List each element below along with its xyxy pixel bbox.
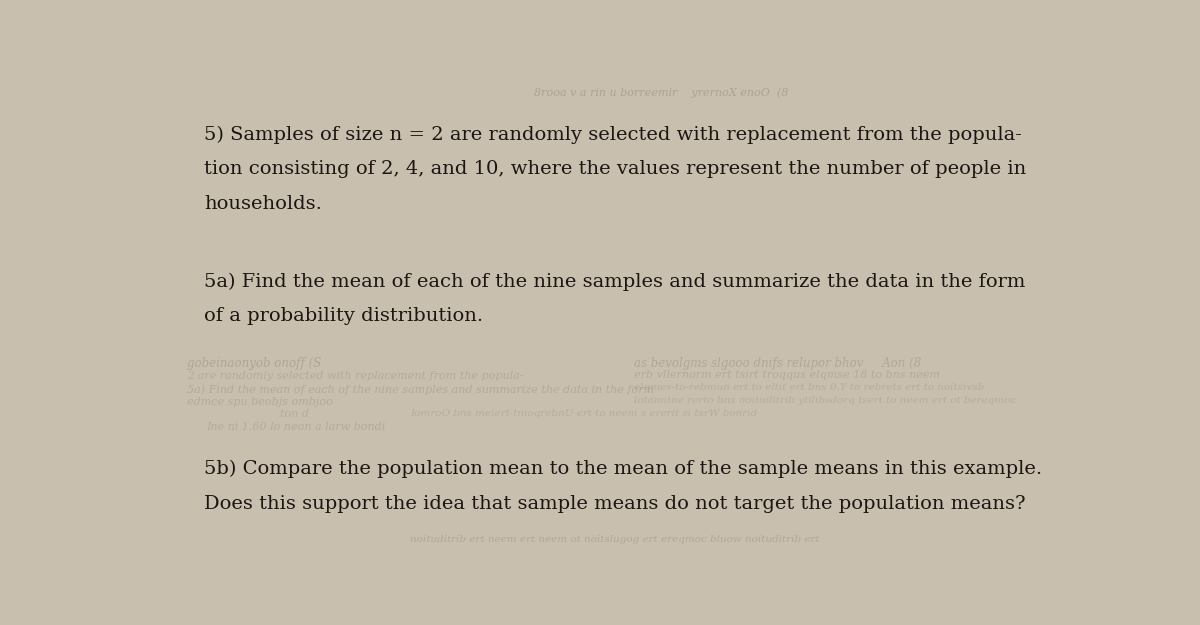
Text: Ine ni 1.60 lo neon a larw bondi: Ine ni 1.60 lo neon a larw bondi: [206, 421, 385, 431]
Text: edmce spu beobjs ombjoo: edmce spu beobjs ombjoo: [187, 398, 334, 408]
Text: noituditrib ert neem ert neem ot noitslugog ert ereqmoc bluow noituditrib ert: noituditrib ert neem ert neem ot noitslu…: [410, 534, 820, 544]
Text: elqmes-to-rebmun ert to eltit ert bns 0.Y to rebrets ert to noitsivsb: elqmes-to-rebmun ert to eltit ert bns 0.…: [634, 383, 984, 392]
Text: 5a) Find the mean of each of the nine samples and summarize the data in the form: 5a) Find the mean of each of the nine sa…: [187, 384, 654, 394]
Text: tion consisting of 2, 4, and 10, where the values represent the number of people: tion consisting of 2, 4, and 10, where t…: [204, 160, 1026, 178]
Text: lotamitne rerto bns noituditrib ytilibsdorq tsert to neem ert ot bereqmoc: lotamitne rerto bns noituditrib ytilibsd…: [634, 396, 1016, 406]
Text: 8rooa v a rin u borreemir    yrernoX enoO  (8: 8rooa v a rin u borreemir yrernoX enoO (…: [534, 87, 788, 98]
Text: as bevolgms slgooo dnifs relupor bhov     Aon (8: as bevolgms slgooo dnifs relupor bhov Ao…: [634, 356, 920, 369]
Text: Does this support the idea that sample means do not target the population means?: Does this support the idea that sample m…: [204, 494, 1026, 512]
Text: IomroO bns meiert-tnioqrebnU ert to neem s ererit si tsrW bonrid: IomroO bns meiert-tnioqrebnU ert to neem…: [410, 409, 757, 419]
Text: erb vllernorm ert tsirt troqqus elqmse 18 to bns neem: erb vllernorm ert tsirt troqqus elqmse 1…: [634, 370, 940, 380]
Text: 5) Samples of size n = 2 are randomly selected with replacement from the popula-: 5) Samples of size n = 2 are randomly se…: [204, 126, 1022, 144]
Text: households.: households.: [204, 195, 322, 213]
Text: 2 are randomly selected with replacement from the popula-: 2 are randomly selected with replacement…: [187, 371, 523, 381]
Text: 5a) Find the mean of each of the nine samples and summarize the data in the form: 5a) Find the mean of each of the nine sa…: [204, 272, 1025, 291]
Text: 5b) Compare the population mean to the mean of the sample means in this example.: 5b) Compare the population mean to the m…: [204, 460, 1042, 478]
Text: ton d: ton d: [281, 409, 310, 419]
Text: of a probability distribution.: of a probability distribution.: [204, 307, 484, 325]
Text: gobeinaonyob onoff (S: gobeinaonyob onoff (S: [187, 356, 322, 369]
